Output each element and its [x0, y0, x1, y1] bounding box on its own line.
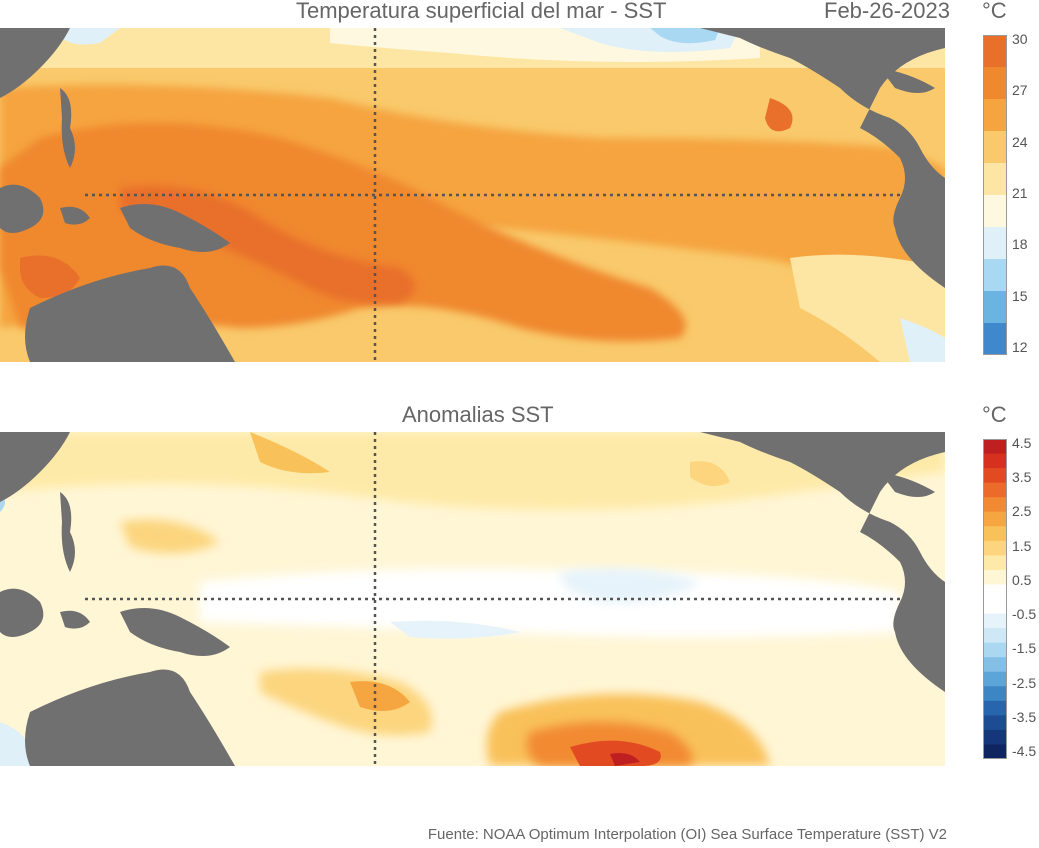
anomaly-map: [0, 432, 945, 766]
anomaly-unit-label: °C: [982, 402, 1007, 427]
anomaly-colorbar: [983, 439, 1007, 759]
anomaly-colorbar-tick-label: -2.5: [1012, 674, 1037, 691]
sst-colorbar-tick-label: 15: [1012, 287, 1028, 304]
sst-colorbar-swatch: [983, 131, 1007, 164]
sst-colorbar-swatch: [983, 99, 1007, 132]
anomaly-colorbar-swatch: [983, 613, 1007, 629]
sst-colorbar-tick-label: 24: [1012, 133, 1028, 150]
sst-unit-label: °C: [982, 0, 1007, 23]
anomaly-colorbar-swatch: [983, 642, 1007, 658]
sst-colorbar: [983, 35, 1007, 355]
sst-colorbar-swatch: [983, 227, 1007, 260]
anomaly-colorbar-swatch: [983, 729, 1007, 745]
anomaly-colorbar-swatch: [983, 526, 1007, 542]
sst-colorbar-swatch: [983, 323, 1007, 355]
sst-colorbar-tick-label: 27: [1012, 82, 1028, 99]
anomaly-colorbar-swatch: [983, 671, 1007, 687]
sst-map: [0, 28, 945, 362]
anomaly-colorbar-swatch: [983, 453, 1007, 469]
anomaly-colorbar-swatch: [983, 497, 1007, 513]
anomaly-colorbar-tick-label: 1.5: [1012, 537, 1032, 554]
anomaly-colorbar-swatch: [983, 700, 1007, 716]
sst-colorbar-swatch: [983, 291, 1007, 324]
anomaly-colorbar-swatch: [983, 628, 1007, 644]
anomaly-colorbar-swatch: [983, 715, 1007, 731]
anomaly-colorbar-tick-label: -3.5: [1012, 708, 1037, 725]
anomaly-colorbar-swatch: [983, 540, 1007, 556]
sst-colorbar-tick-label: 12: [1012, 339, 1028, 355]
anomaly-colorbar-swatch: [983, 569, 1007, 585]
anomaly-colorbar-tick-label: -4.5: [1012, 743, 1037, 759]
anomaly-colorbar-swatch: [983, 657, 1007, 673]
anomaly-colorbar-tick-label: 4.5: [1012, 435, 1032, 451]
anomaly-colorbar-swatch: [983, 555, 1007, 571]
anomaly-colorbar-tick-label: 3.5: [1012, 469, 1032, 486]
sst-colorbar-tick-label: 18: [1012, 236, 1028, 253]
anomaly-colorbar-tick-label: -0.5: [1012, 606, 1037, 623]
anomaly-colorbar-swatch: [983, 511, 1007, 527]
anomaly-colorbar-swatch: [983, 584, 1007, 600]
anomaly-title: Anomalias SST: [402, 402, 554, 427]
sst-colorbar-tick-label: 21: [1012, 185, 1028, 201]
anomaly-colorbar-swatch: [983, 686, 1007, 702]
sst-colorbar-swatch: [983, 67, 1007, 100]
anomaly-colorbar-swatch: [983, 482, 1007, 498]
sst-colorbar-swatch: [983, 35, 1007, 68]
anomaly-colorbar-tick-label: 2.5: [1012, 503, 1032, 520]
sst-colorbar-tick-label: 30: [1012, 31, 1028, 47]
sst-title: Temperatura superficial del mar - SST: [296, 0, 667, 23]
sst-colorbar-swatch: [983, 259, 1007, 292]
anomaly-colorbar-tick-label: 0.5: [1012, 571, 1032, 588]
anomaly-colorbar-swatch: [983, 599, 1007, 615]
sst-colorbar-swatch: [983, 195, 1007, 228]
sst-colorbar-swatch: [983, 163, 1007, 196]
date-label: Feb-26-2023: [824, 0, 950, 23]
anomaly-colorbar-tick-label: -1.5: [1012, 640, 1037, 657]
source-credit: Fuente: NOAA Optimum Interpolation (OI) …: [427, 826, 947, 843]
anomaly-colorbar-swatch: [983, 468, 1007, 484]
anomaly-colorbar-swatch: [983, 744, 1007, 759]
anomaly-colorbar-swatch: [983, 439, 1007, 455]
